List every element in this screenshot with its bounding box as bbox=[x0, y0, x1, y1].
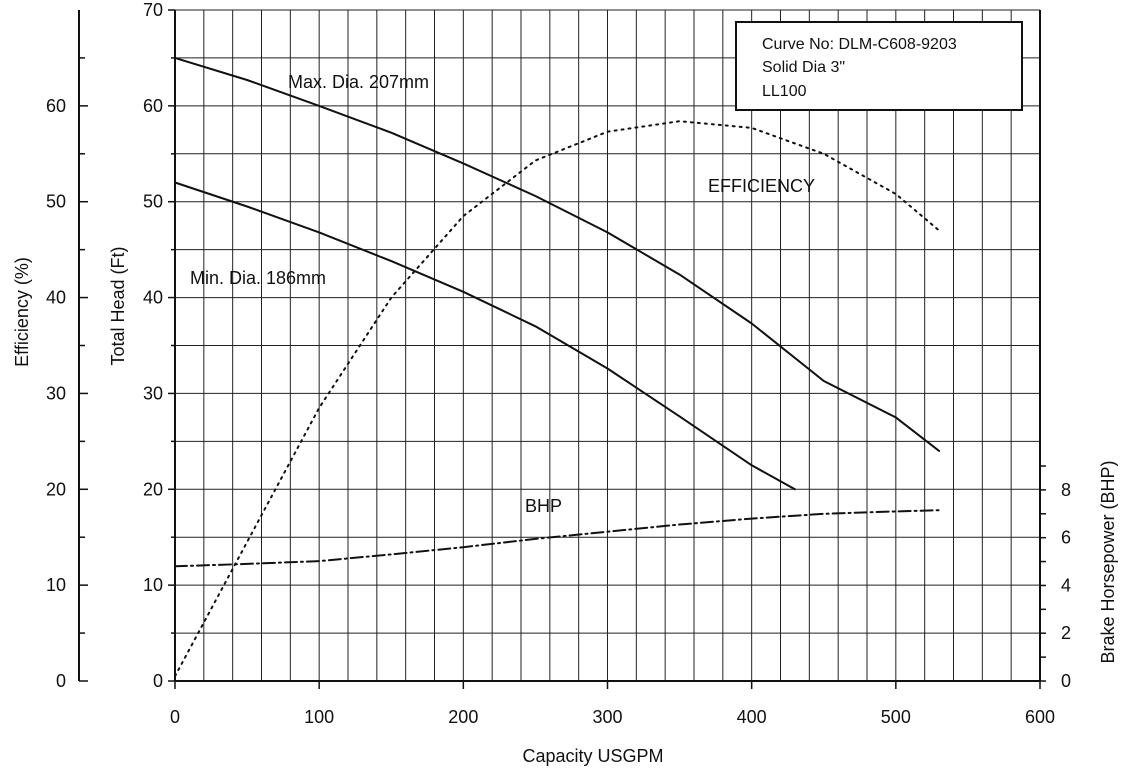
series-line-bhp bbox=[174, 509, 941, 568]
efficiency-label: EFFICIENCY bbox=[708, 176, 815, 196]
efficiency-tick-label: 60 bbox=[46, 96, 66, 116]
bhp-label: BHP bbox=[525, 496, 562, 516]
x-tick-label: 0 bbox=[170, 707, 180, 727]
efficiency-axis-title: Efficiency (%) bbox=[12, 257, 32, 367]
series-line-efficiency bbox=[174, 120, 941, 678]
head-tick-label: 20 bbox=[143, 479, 163, 499]
bhp-tick-label: 8 bbox=[1061, 480, 1071, 500]
head-tick-label: 30 bbox=[143, 383, 163, 403]
head-tick-label: 70 bbox=[143, 0, 163, 20]
bhp-tick-label: 4 bbox=[1061, 575, 1071, 595]
curve-info-box: Curve No: DLM-C608-9203 Solid Dia 3" LL1… bbox=[735, 21, 1023, 111]
min-dia-label: Min. Dia. 186mm bbox=[190, 268, 326, 288]
efficiency-tick-label: 40 bbox=[46, 288, 66, 308]
x-tick-label: 500 bbox=[881, 707, 911, 727]
x-tick-label: 200 bbox=[448, 707, 478, 727]
x-axis-title: Capacity USGPM bbox=[522, 746, 663, 766]
axes: 0 100 200 300 400 500 600010203040506070010203… bbox=[46, 0, 1071, 727]
bhp-tick-label: 2 bbox=[1061, 623, 1071, 643]
model-code: LL100 bbox=[762, 83, 807, 100]
head-tick-label: 40 bbox=[143, 288, 163, 308]
solid-diameter: Solid Dia 3" bbox=[762, 59, 845, 76]
series-line-max-dia-207mm bbox=[174, 56, 941, 452]
efficiency-tick-label: 50 bbox=[46, 192, 66, 212]
bhp-tick-label: 6 bbox=[1061, 528, 1071, 548]
x-tick-label: 100 bbox=[304, 707, 334, 727]
x-tick-label: 600 bbox=[1025, 707, 1055, 727]
x-tick-label: 400 bbox=[737, 707, 767, 727]
head-tick-label: 0 bbox=[153, 671, 163, 691]
series-line-min-dia-186mm bbox=[174, 181, 796, 491]
series-lines bbox=[174, 56, 941, 678]
head-tick-label: 50 bbox=[143, 192, 163, 212]
curve-number: Curve No: DLM-C608-9203 bbox=[762, 36, 957, 53]
max-dia-label: Max. Dia. 207mm bbox=[288, 72, 429, 92]
efficiency-tick-label: 0 bbox=[56, 671, 66, 691]
x-tick-label: 300 bbox=[592, 707, 622, 727]
efficiency-tick-label: 10 bbox=[46, 575, 66, 595]
efficiency-tick-label: 20 bbox=[46, 479, 66, 499]
efficiency-tick-label: 30 bbox=[46, 383, 66, 403]
bhp-axis-title: Brake Horsepower (BHP) bbox=[1098, 460, 1118, 663]
bhp-tick-label: 0 bbox=[1061, 671, 1071, 691]
head-axis-title: Total Head (Ft) bbox=[108, 246, 128, 365]
head-tick-label: 10 bbox=[143, 575, 163, 595]
head-tick-label: 60 bbox=[143, 96, 163, 116]
